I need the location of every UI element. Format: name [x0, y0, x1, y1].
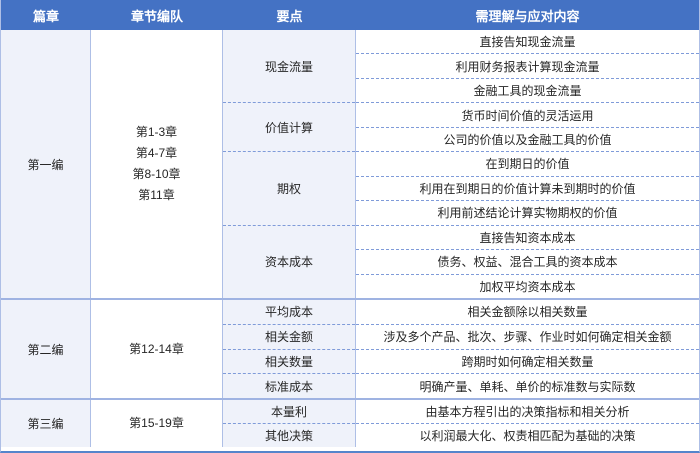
content-cell: 利用在到期日的价值计算未到期时的价值: [356, 175, 699, 201]
content-cell: 相关金额除以相关数量: [356, 300, 699, 324]
sections-cell: 第12-14章: [91, 300, 223, 398]
point-cell: 平均成本: [223, 300, 355, 324]
band-part-1: 第一编 第1-3章 第4-7章 第8-10章 第11章 现金流量 价值计算 期权…: [1, 30, 699, 298]
chapter-cell: 第二编: [1, 300, 91, 398]
content-column: 相关金额除以相关数量 涉及多个产品、批次、步骤、作业时如何确定相关金额 跨期时如…: [356, 300, 699, 398]
header-chapter: 篇章: [32, 8, 59, 24]
point-cell: 本量利: [223, 400, 355, 423]
content-column: 直接告知现金流量 利用财务报表计算现金流量 金融工具的现金流量 货币时间价值的灵…: [356, 30, 699, 298]
points-column: 平均成本 相关金额 相关数量 标准成本: [223, 300, 356, 398]
content-cell: 明确产量、单耗、单价的标准数与实际数: [356, 373, 699, 398]
header-sections: 章节编队: [130, 8, 183, 24]
point-cell: 资本成本: [223, 224, 355, 298]
chapter-cell: 第一编: [1, 30, 91, 298]
content-column: 由基本方程引出的决策指标和相关分析 以利润最大化、权责相匹配为基础的决策: [356, 400, 699, 447]
content-cell: 以利润最大化、权责相匹配为基础的决策: [356, 423, 699, 447]
content-cell: 利用前述结论计算实物期权的价值: [356, 200, 699, 225]
sections-cell: 第1-3章 第4-7章 第8-10章 第11章: [91, 30, 223, 298]
chapter-cell: 第三编: [1, 400, 91, 447]
point-cell: 相关金额: [223, 323, 355, 349]
content-cell: 加权平均资本成本: [356, 273, 699, 298]
point-cell: 现金流量: [223, 30, 355, 103]
content-cell: 涉及多个产品、批次、步骤、作业时如何确定相关金额: [356, 323, 699, 349]
content-cell: 货币时间价值的灵活运用: [356, 102, 699, 127]
content-cell: 直接告知现金流量: [356, 30, 699, 54]
content-cell: 利用财务报表计算现金流量: [356, 53, 699, 78]
point-cell: 相关数量: [223, 348, 355, 374]
header-points: 要点: [276, 8, 303, 24]
content-cell: 跨期时如何确定相关数量: [356, 348, 699, 374]
points-column: 本量利 其他决策: [223, 400, 356, 447]
table-header-row: 篇章 章节编队 要点 需理解与应对内容: [1, 0, 699, 30]
sections-cell: 第15-19章: [91, 400, 223, 447]
point-cell: 其他决策: [223, 423, 355, 447]
content-cell: 由基本方程引出的决策指标和相关分析: [356, 400, 699, 423]
points-column: 现金流量 价值计算 期权 资本成本: [223, 30, 356, 298]
content-cell: 公司的价值以及金融工具的价值: [356, 126, 699, 152]
point-cell: 标准成本: [223, 373, 355, 398]
header-content: 需理解与应对内容: [475, 8, 580, 24]
content-cell: 在到期日的价值: [356, 151, 699, 176]
band-part-3: 第三编 第15-19章 本量利 其他决策 由基本方程引出的决策指标和相关分析 以…: [1, 398, 699, 447]
content-cell: 直接告知资本成本: [356, 224, 699, 250]
band-part-2: 第二编 第12-14章 平均成本 相关金额 相关数量 标准成本 相关金额除以相关…: [1, 298, 699, 398]
content-cell: 金融工具的现金流量: [356, 77, 699, 103]
content-cell: 债务、权益、混合工具的资本成本: [356, 249, 699, 274]
point-cell: 价值计算: [223, 102, 355, 152]
point-cell: 期权: [223, 151, 355, 225]
